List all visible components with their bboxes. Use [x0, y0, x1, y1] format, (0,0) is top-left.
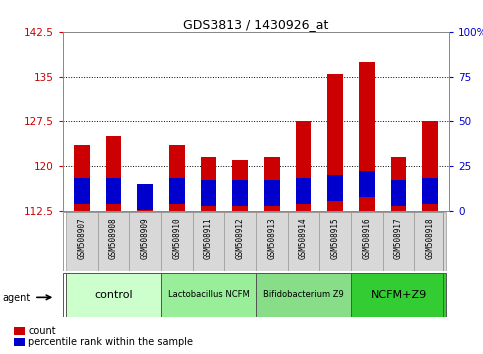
Bar	[137, 184, 153, 210]
Bar	[66, 273, 161, 317]
Bar	[264, 157, 280, 211]
Bar	[319, 212, 351, 271]
Bar	[351, 212, 383, 271]
Bar	[391, 157, 406, 211]
Bar	[414, 212, 446, 271]
Bar	[351, 273, 446, 317]
Bar	[296, 121, 312, 211]
Bar	[422, 178, 438, 204]
Bar	[169, 145, 185, 211]
Bar	[383, 212, 414, 271]
Bar	[359, 62, 375, 211]
Text: Lactobacillus NCFM: Lactobacillus NCFM	[168, 290, 249, 299]
Bar	[66, 212, 98, 271]
Bar	[256, 273, 351, 317]
Bar	[327, 175, 343, 201]
Text: percentile rank within the sample: percentile rank within the sample	[28, 337, 193, 347]
Bar	[288, 212, 319, 271]
Bar	[327, 74, 343, 211]
Bar	[129, 212, 161, 271]
Text: GSM508915: GSM508915	[331, 217, 340, 259]
Bar	[98, 212, 129, 271]
Bar	[106, 178, 121, 204]
Text: GSM508912: GSM508912	[236, 217, 245, 259]
Bar	[224, 212, 256, 271]
Bar	[137, 187, 153, 211]
Bar	[296, 178, 312, 204]
Text: GSM508917: GSM508917	[394, 217, 403, 259]
Text: GSM508918: GSM508918	[426, 217, 435, 259]
Bar	[359, 171, 375, 197]
Bar	[232, 160, 248, 211]
Bar	[161, 273, 256, 317]
Bar	[74, 178, 90, 204]
Bar	[106, 136, 121, 211]
Bar	[256, 212, 288, 271]
Bar	[193, 212, 224, 271]
Text: GSM508910: GSM508910	[172, 217, 181, 259]
Text: agent: agent	[2, 293, 30, 303]
Text: GSM508908: GSM508908	[109, 217, 118, 259]
Bar	[200, 180, 216, 206]
Bar	[232, 180, 248, 206]
Bar	[422, 121, 438, 211]
Text: GSM508907: GSM508907	[77, 217, 86, 259]
Text: GSM508913: GSM508913	[267, 217, 276, 259]
Text: GSM508911: GSM508911	[204, 217, 213, 259]
Text: count: count	[28, 326, 56, 336]
Bar	[161, 212, 193, 271]
Text: GSM508916: GSM508916	[362, 217, 371, 259]
Text: GSM508909: GSM508909	[141, 217, 150, 259]
Bar	[169, 178, 185, 204]
Text: control: control	[94, 290, 133, 300]
Text: NCFM+Z9: NCFM+Z9	[370, 290, 426, 300]
Bar	[264, 180, 280, 206]
Bar	[391, 180, 406, 206]
Text: GSM508914: GSM508914	[299, 217, 308, 259]
Bar	[200, 157, 216, 211]
Bar	[74, 145, 90, 211]
Title: GDS3813 / 1430926_at: GDS3813 / 1430926_at	[184, 18, 328, 31]
Text: Bifidobacterium Z9: Bifidobacterium Z9	[263, 290, 344, 299]
